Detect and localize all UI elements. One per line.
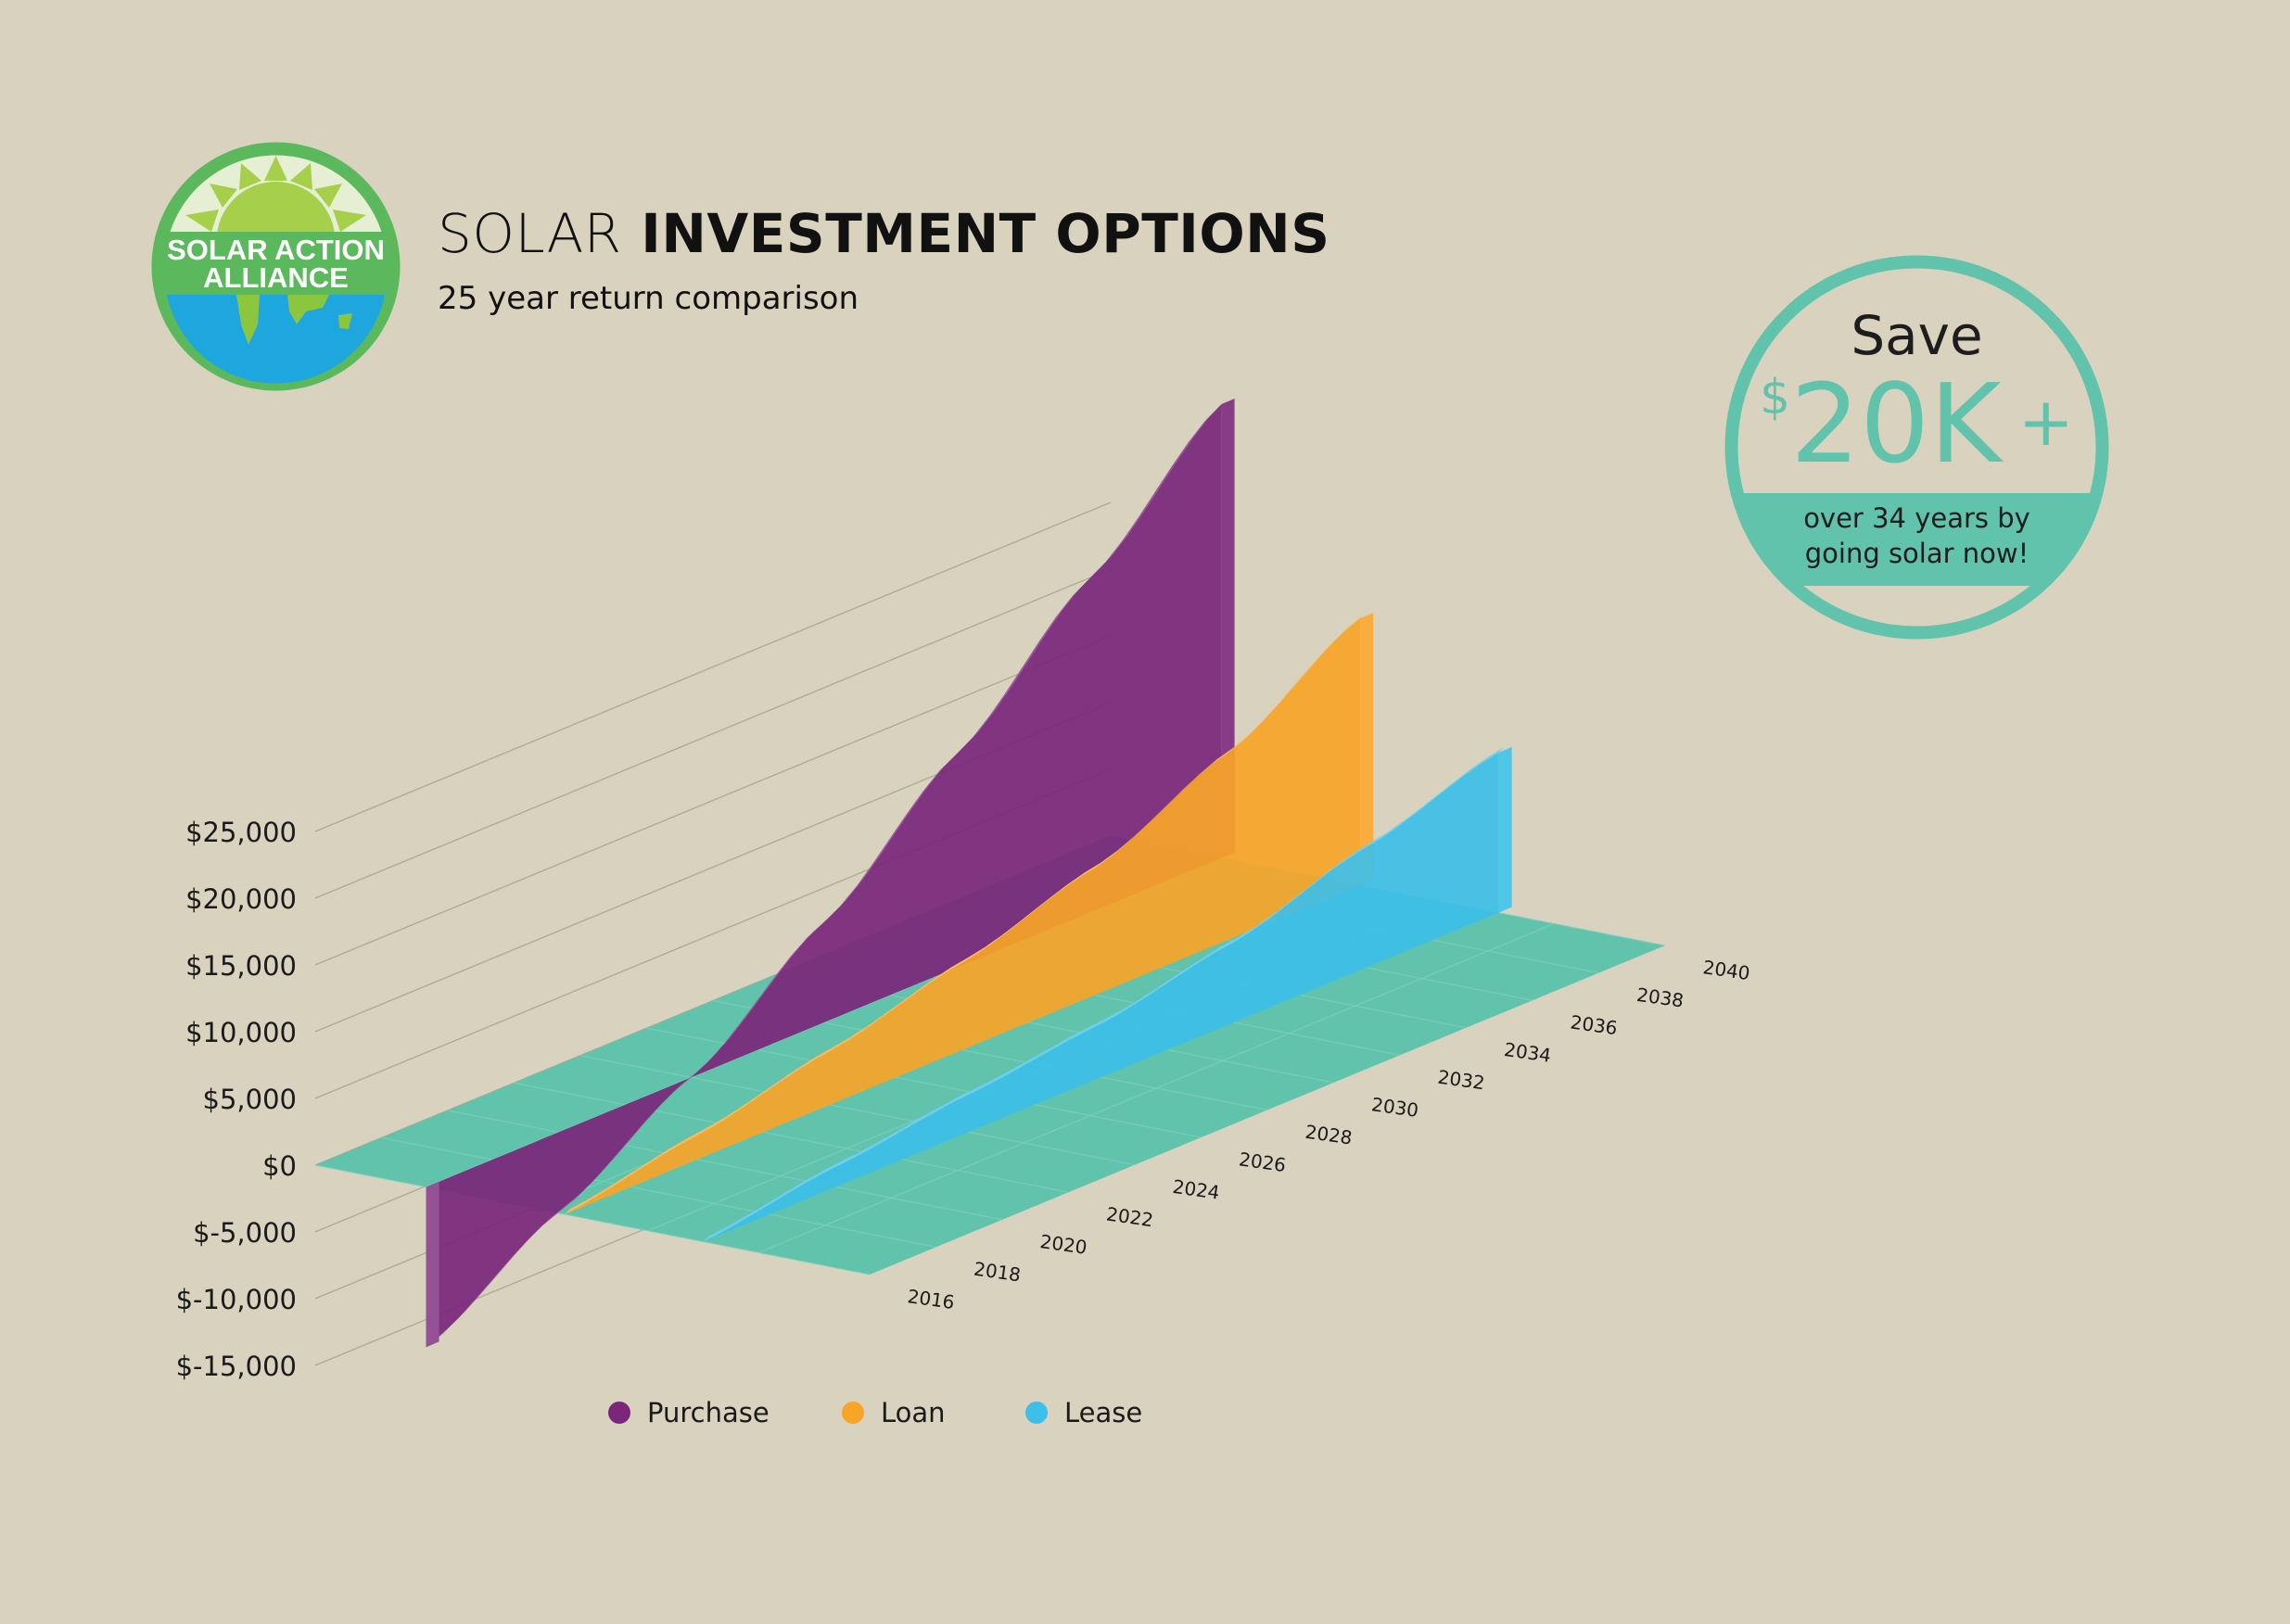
badge-amount: $20K + [1720,360,2114,488]
y-tick-label: $25,000 [185,817,297,848]
logo-text-line1: SOLAR ACTION [167,234,385,266]
x-tick-label: 2020 [1038,1230,1088,1259]
gridline [314,635,1112,966]
badge-caption-line2: going solar now! [1804,538,2029,569]
y-tick-label: $-5,000 [193,1217,297,1249]
legend-marker-loan [842,1402,864,1424]
badge-ring [1724,255,2109,640]
platform-gridline [514,1082,1069,1193]
gridline [314,568,1112,899]
y-tick-label: $10,000 [185,1017,297,1048]
page-title: SOLAR INVESTMENT OPTIONS [438,202,1329,265]
x-tick-label: 2024 [1171,1175,1221,1204]
savings-badge: Save $20K + over 34 years by going solar n… [1720,250,2114,644]
y-tick-label: $5,000 [203,1084,297,1115]
badge-amount-value: 20K [1790,360,2002,488]
x-tick-label: 2038 [1635,983,1686,1012]
solar-action-alliance-logo: SOLAR ACTION ALLIANCE [151,142,401,391]
badge-caption: over 34 years by going solar now! [1785,501,2049,571]
legend-label-lease: Lease [1064,1397,1142,1428]
title-light: SOLAR [438,202,622,265]
x-tick-label: 2034 [1503,1038,1553,1067]
title-bold: INVESTMENT OPTIONS [641,202,1330,265]
legend-marker-purchase [608,1402,630,1424]
x-tick-label: 2026 [1238,1148,1288,1176]
platform-gridline [579,1055,1136,1166]
series-ribbon-loan [565,618,1361,1215]
y-tick-label: $15,000 [185,950,297,982]
badge-plus: + [2017,383,2074,461]
platform-gridline [314,1164,871,1275]
x-tick-label: 2016 [906,1285,956,1313]
badge-currency: $ [1760,370,1791,425]
x-tick-label: 2022 [1105,1202,1155,1231]
series-cap-end-lease [1498,746,1512,913]
y-tick-label: $-15,000 [176,1351,297,1382]
platform-gridline [381,1136,936,1249]
x-tick-label: 2028 [1304,1121,1354,1149]
page-subtitle: 25 year return comparison [438,280,859,317]
x-tick-label: 2030 [1370,1093,1420,1122]
platform-gridline [758,922,1555,1253]
y-tick-label: $20,000 [185,883,297,915]
x-tick-label: 2036 [1569,1010,1619,1039]
series-cap-end-purchase [1221,399,1235,858]
series-cap-end-loan [1360,613,1374,886]
legend-label-loan: Loan [881,1397,946,1428]
legend-marker-lease [1025,1402,1048,1424]
y-tick-label: $-10,000 [176,1284,297,1315]
logo-text-line2: ALLIANCE [203,261,349,294]
series-cap-purchase [426,1181,439,1348]
platform-gridline [447,1110,1003,1221]
y-tick-label: $0 [262,1150,297,1182]
x-tick-label: 2040 [1701,956,1751,984]
gridline [314,501,1112,832]
legend-label-purchase: Purchase [647,1397,770,1428]
badge-caption-line1: over 34 years by [1803,502,2030,534]
x-tick-label: 2032 [1436,1066,1486,1095]
series-ribbon-purchase [426,404,1222,1348]
badge-save-text: Save [1851,304,1983,367]
earth-icon [167,295,385,384]
x-tick-label: 2018 [973,1258,1023,1287]
